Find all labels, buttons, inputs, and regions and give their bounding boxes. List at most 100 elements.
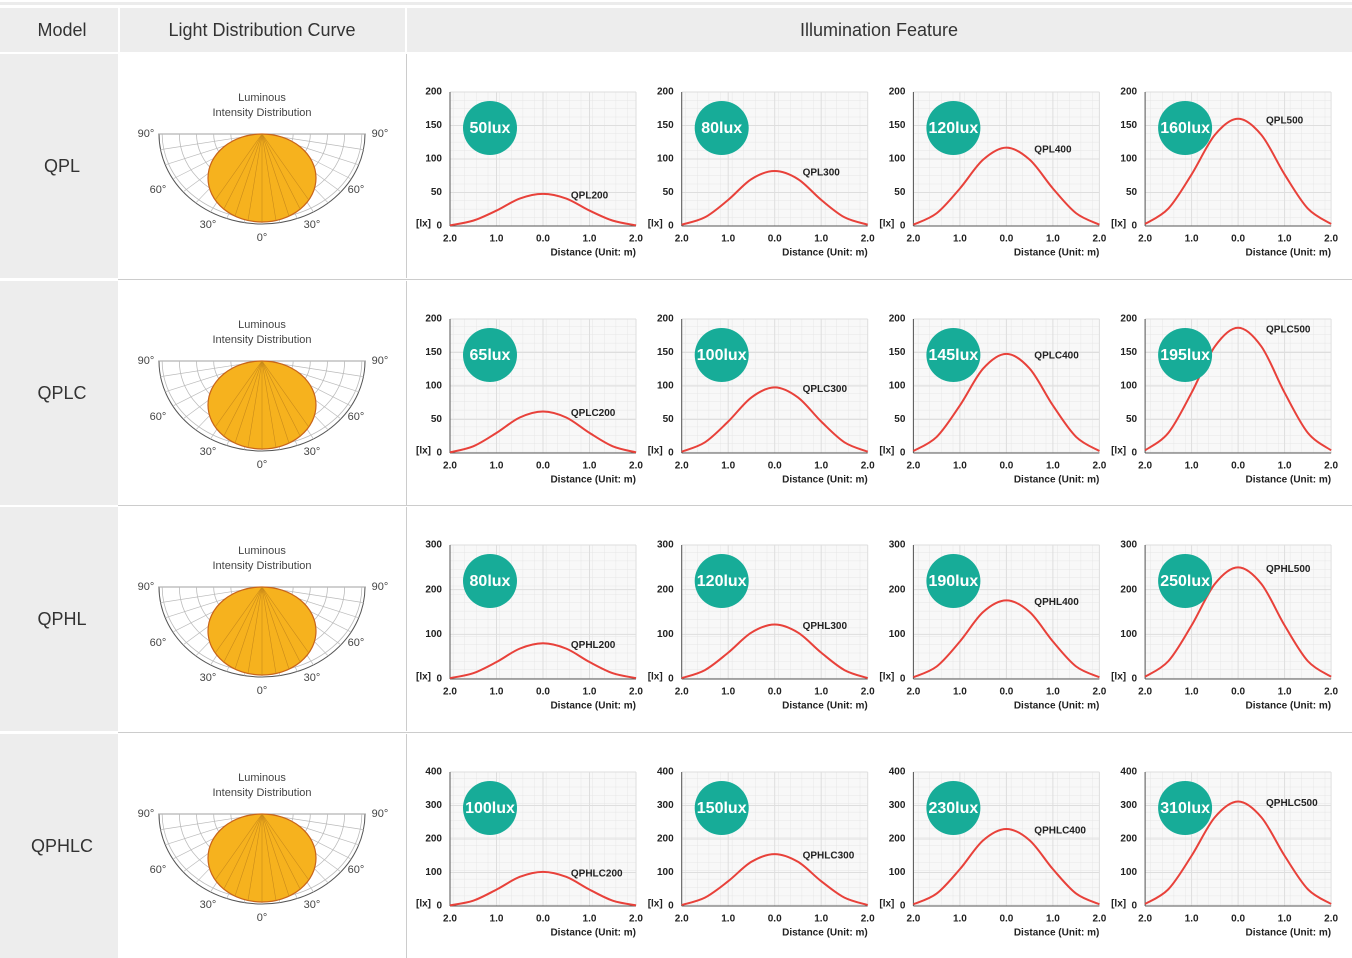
x-tick-label: 1.0 — [953, 687, 967, 698]
badge — [463, 101, 517, 155]
model-cell — [0, 734, 118, 958]
top-rule — [0, 2, 1352, 5]
y-tick-label: 50 — [663, 414, 675, 425]
intensity-rib — [214, 133, 263, 201]
x-tick-label: 1.0 — [490, 914, 504, 925]
y-tick-label: 0 — [668, 448, 674, 459]
intensity-rib — [214, 813, 263, 881]
y-tick-label: 300 — [425, 540, 442, 551]
y-tick-label: 50 — [894, 187, 906, 198]
intensity-rib — [234, 813, 263, 897]
angle-label: 90° — [372, 128, 389, 140]
y-tick-label: 200 — [657, 314, 674, 325]
x-axis-label: Distance (Unit: m) — [1014, 475, 1100, 486]
x-tick-label: 2.0 — [861, 461, 875, 472]
y-tick-label: 100 — [889, 154, 906, 165]
x-tick-label: 0.0 — [1231, 234, 1245, 245]
curve-label: QPHLC500 — [1266, 798, 1318, 809]
curve — [912, 827, 1100, 906]
y-tick-label: 0 — [436, 221, 442, 232]
intensity-rib — [261, 813, 277, 901]
curve-label: QPHLC200 — [571, 868, 623, 879]
badge-label: 120lux — [928, 120, 978, 137]
curve-label: QPHL400 — [1034, 597, 1079, 608]
header-cell — [120, 8, 405, 52]
intensity-rib — [223, 360, 263, 437]
y-tick-label: 200 — [889, 834, 906, 845]
y-tick-label: 0 — [436, 448, 442, 459]
angle-label: 60° — [150, 411, 167, 423]
x-tick-label: 1.0 — [953, 914, 967, 925]
angle-label: 30° — [200, 672, 217, 684]
intensity-rib — [234, 133, 263, 217]
badge — [926, 781, 981, 835]
intensity-rib — [261, 586, 301, 663]
x-tick-label: 2.0 — [1138, 914, 1152, 925]
x-tick-label: 0.0 — [768, 914, 782, 925]
diagram-title: Intensity Distribution — [212, 334, 311, 346]
y-tick-label: 100 — [657, 867, 674, 878]
badge — [463, 781, 517, 835]
x-axis-label: Distance (Unit: m) — [550, 248, 636, 259]
x-tick-label: 2.0 — [629, 914, 643, 925]
x-tick-label: 2.0 — [629, 461, 643, 472]
y-tick-label: 150 — [657, 120, 674, 131]
y-unit: [lx] — [1111, 672, 1126, 683]
y-tick-label: 100 — [889, 629, 906, 640]
curve — [449, 192, 637, 227]
curve-label: QPLC500 — [1266, 324, 1311, 335]
x-tick-label: 0.0 — [999, 234, 1013, 245]
x-axis-label: Distance (Unit: m) — [1246, 928, 1332, 939]
x-tick-label: 0.0 — [536, 687, 550, 698]
angle-label: 30° — [304, 672, 321, 684]
x-tick-label: 1.0 — [953, 461, 967, 472]
x-axis-label: Distance (Unit: m) — [1246, 475, 1332, 486]
y-tick-label: 150 — [657, 347, 674, 358]
x-axis-label: Distance (Unit: m) — [550, 475, 636, 486]
y-tick-label: 50 — [431, 187, 443, 198]
badge-label: 190lux — [928, 573, 978, 590]
y-tick-label: 200 — [1120, 314, 1137, 325]
diagram-title: Intensity Distribution — [212, 787, 311, 799]
x-tick-label: 2.0 — [1138, 687, 1152, 698]
x-tick-label: 1.0 — [583, 687, 597, 698]
x-tick-label: 1.0 — [583, 234, 597, 245]
angle-label: 30° — [304, 446, 321, 458]
y-tick-label: 100 — [1120, 381, 1137, 392]
y-tick-label: 50 — [894, 414, 906, 425]
x-axis-label: Distance (Unit: m) — [550, 928, 636, 939]
y-tick-label: 100 — [425, 381, 442, 392]
x-tick-label: 1.0 — [721, 234, 735, 245]
x-tick-label: 2.0 — [675, 914, 689, 925]
y-unit: [lx] — [1111, 219, 1126, 230]
y-tick-label: 0 — [1132, 448, 1138, 459]
x-tick-label: 1.0 — [814, 234, 828, 245]
y-tick-label: 0 — [1132, 674, 1138, 685]
model-label: QPL — [44, 156, 80, 176]
intensity-rib — [261, 813, 310, 881]
y-tick-label: 0 — [668, 221, 674, 232]
x-axis-label: Distance (Unit: m) — [782, 248, 868, 259]
intensity-rib — [261, 813, 301, 890]
angle-label: 30° — [304, 899, 321, 911]
badge-label: 100lux — [465, 800, 515, 817]
x-tick-label: 1.0 — [490, 234, 504, 245]
y-tick-label: 150 — [425, 120, 442, 131]
diagram-title: Luminous — [238, 545, 286, 557]
y-tick-label: 100 — [657, 154, 674, 165]
header-model: Model — [37, 20, 86, 40]
curve-label: QPLC200 — [571, 408, 616, 419]
badge-label: 120lux — [697, 573, 747, 590]
x-tick-label: 2.0 — [443, 687, 457, 698]
y-unit: [lx] — [416, 899, 431, 910]
y-tick-label: 0 — [668, 674, 674, 685]
angle-label: 60° — [348, 411, 365, 423]
angle-label: 60° — [150, 637, 167, 649]
badge-label: 50lux — [470, 120, 511, 137]
x-tick-label: 1.0 — [1278, 234, 1292, 245]
y-tick-label: 100 — [425, 867, 442, 878]
y-tick-label: 400 — [425, 767, 442, 778]
angle-label: 0° — [257, 912, 268, 924]
badge — [463, 554, 517, 608]
badge-label: 310lux — [1160, 800, 1210, 817]
